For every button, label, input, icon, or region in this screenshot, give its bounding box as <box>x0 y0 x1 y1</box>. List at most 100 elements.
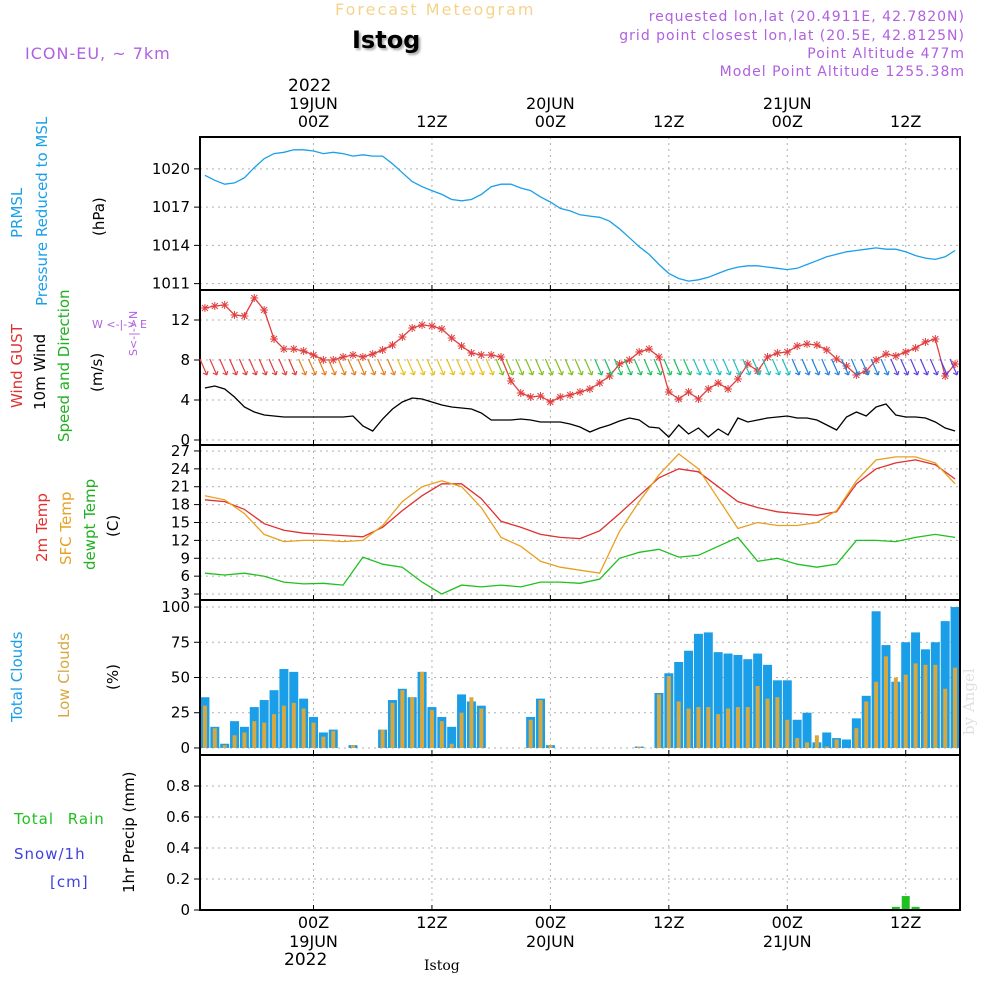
wind-barb <box>495 358 504 376</box>
wind-barb-head <box>952 370 959 376</box>
gust-point <box>872 356 881 364</box>
gust-point <box>309 351 318 359</box>
wind-barb-head <box>765 370 772 376</box>
gust-point <box>319 356 328 364</box>
wind-barb-head <box>340 370 347 376</box>
wind-barb-head <box>725 370 732 376</box>
ytick-label: 8 <box>180 351 190 369</box>
wind-barb <box>752 358 761 376</box>
wind-barb-head <box>942 370 949 376</box>
top-year: 2022 <box>288 76 332 96</box>
low-cloud-bar <box>410 697 415 748</box>
gust-point <box>358 353 367 361</box>
wind-barb-head <box>676 370 683 376</box>
gust-point <box>694 395 703 403</box>
gust-point <box>289 345 298 353</box>
wind-barb <box>683 358 692 376</box>
low-cloud-bar <box>864 701 869 748</box>
wind-barb-head <box>488 370 495 376</box>
low-cloud-bar <box>745 707 750 748</box>
wind-barb-head <box>291 370 298 376</box>
gust-point <box>635 348 644 356</box>
wind-barb <box>446 358 455 376</box>
wind-barb <box>929 358 938 376</box>
gust-point <box>615 360 624 368</box>
ytick-label: 50 <box>171 669 190 687</box>
wind-barb-head <box>794 370 801 376</box>
low-cloud-bar <box>548 745 553 748</box>
snow-cm-label: [cm] <box>50 873 89 891</box>
wind-barb-head <box>321 370 327 376</box>
total-cloud-bar <box>723 653 733 748</box>
low-cloud-bar <box>538 700 543 748</box>
low-cloud-bar <box>331 731 336 748</box>
wind-barb-head <box>409 370 416 376</box>
ytick-label: 1020 <box>152 160 190 178</box>
wind-barb-head <box>686 370 693 376</box>
total-cloud-bar <box>871 611 881 748</box>
low-cloud-bar <box>913 663 918 748</box>
wind-barb <box>298 358 307 376</box>
wind-barb-head <box>400 370 406 376</box>
ytick-label: 0.2 <box>166 870 190 888</box>
wind-barb <box>465 358 474 376</box>
meteogram-title: Forecast Meteogram <box>335 0 536 19</box>
gust-point <box>447 334 456 342</box>
wind-barb-head <box>666 370 673 376</box>
low-cloud-bar <box>350 745 355 748</box>
gust-point <box>506 377 515 385</box>
wind-barb-head <box>439 370 446 376</box>
wind-barb-head <box>538 370 545 376</box>
low-cloud-bar <box>439 721 444 748</box>
gust-point <box>803 340 812 348</box>
top-hour-label: 00Z <box>534 112 567 131</box>
gust-point <box>645 345 654 353</box>
wind-barb <box>870 358 879 376</box>
wind-barb-head <box>696 370 703 376</box>
wind-barb-head <box>706 370 712 376</box>
wind-barb <box>781 358 790 376</box>
low-cloud-bar <box>202 705 207 748</box>
total-cloud-bar <box>802 712 812 748</box>
wind-barb-head <box>844 370 851 376</box>
low-cloud-bar <box>814 735 819 748</box>
ytick-label: 0 <box>180 739 190 757</box>
gust-point <box>714 379 723 387</box>
bottom-hour-label: 12Z <box>890 913 922 932</box>
low-cloud-bar <box>686 708 691 748</box>
wind-barb <box>238 358 247 376</box>
ytick-label: 75 <box>171 633 190 651</box>
gust-point <box>852 371 861 379</box>
ytick-label: 18 <box>171 496 190 514</box>
wind-barb <box>771 358 780 376</box>
wind-barb-head <box>242 370 248 376</box>
wind-barb <box>248 358 257 376</box>
gust-point <box>891 352 900 360</box>
series-line <box>204 453 956 574</box>
low-cloud-bar <box>656 694 661 748</box>
gust-point <box>822 346 831 354</box>
wind-barb <box>821 358 830 376</box>
wind-barb-head <box>636 370 643 376</box>
low-cloud-bar <box>429 709 434 748</box>
wind-barb <box>890 358 899 376</box>
top-hour-label: 12Z <box>416 112 448 131</box>
wind-barb <box>406 358 415 376</box>
ytick-label: 9 <box>180 549 190 567</box>
total-cloud-bar <box>713 652 723 748</box>
top-hour-label: 12Z <box>890 112 922 131</box>
wind-barb <box>228 358 238 376</box>
wind-barb <box>574 358 583 376</box>
wind-barb <box>712 358 721 376</box>
gust-point <box>585 385 594 393</box>
wind-barb-head <box>656 370 663 376</box>
low-cloud-bar <box>459 712 464 748</box>
wind-barb-head <box>557 370 564 376</box>
series-line <box>204 296 956 403</box>
wind-barb-head <box>617 370 624 376</box>
wind-barb-head <box>873 370 880 376</box>
gust-point <box>467 349 476 357</box>
wind-barb-head <box>824 370 831 376</box>
wind-barb <box>633 358 642 376</box>
low-cloud-bar <box>735 707 740 748</box>
